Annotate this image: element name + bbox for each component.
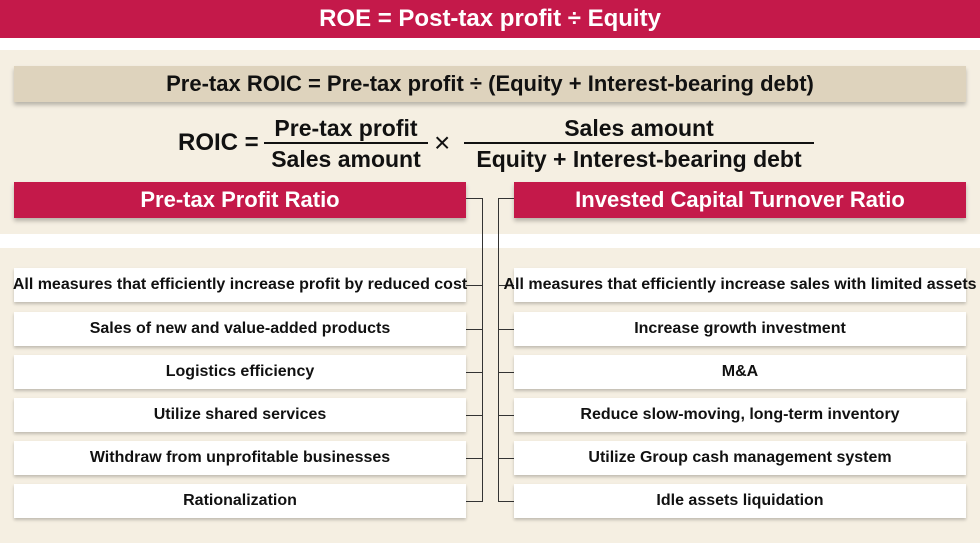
fraction1-bar (264, 142, 428, 144)
right-item-2: Increase growth investment (514, 312, 966, 346)
right-connector-tick (498, 285, 514, 286)
left-item-2: Sales of new and value-added products (14, 312, 466, 346)
multiply-operator: × (434, 127, 451, 158)
right-connector-tick (498, 415, 514, 416)
left-item-1: All measures that efficiently increase p… (13, 268, 467, 302)
left-column-header: Pre-tax Profit Ratio (14, 182, 466, 218)
roic-formula-label: ROIC = (178, 129, 259, 156)
left-item-4: Utilize shared services (14, 398, 466, 432)
left-connector-tick (466, 329, 483, 330)
right-connector-top (498, 198, 514, 199)
left-connector-tick (466, 458, 483, 459)
roic-definition-band: Pre-tax ROIC = Pre-tax profit ÷ (Equity … (14, 66, 966, 102)
fraction2-numerator: Sales amount (564, 115, 714, 141)
right-connector-vertical (498, 198, 499, 501)
right-item-4: Reduce slow-moving, long-term inventory (514, 398, 966, 432)
divider-strip (0, 38, 980, 50)
left-connector-vertical (482, 198, 483, 501)
right-item-5: Utilize Group cash management system (514, 441, 966, 475)
divider-band (0, 234, 980, 248)
left-connector-tick (466, 285, 483, 286)
fraction1-denominator: Sales amount (271, 146, 421, 172)
fraction2-denominator: Equity + Interest-bearing debt (476, 146, 802, 172)
left-connector-top (466, 198, 483, 199)
right-item-1: All measures that efficiently increase s… (503, 268, 977, 302)
left-item-3: Logistics efficiency (14, 355, 466, 389)
left-item-6: Rationalization (14, 484, 466, 518)
right-connector-tick (498, 501, 514, 502)
roe-banner: ROE = Post-tax profit ÷ Equity (0, 0, 980, 38)
right-connector-tick (498, 372, 514, 373)
left-connector-tick (466, 415, 483, 416)
fraction2-bar (464, 142, 814, 144)
left-item-5: Withdraw from unprofitable businesses (14, 441, 466, 475)
right-column-header: Invested Capital Turnover Ratio (514, 182, 966, 218)
right-item-3: M&A (514, 355, 966, 389)
left-connector-tick (466, 501, 483, 502)
left-connector-tick (466, 372, 483, 373)
fraction-profit-ratio: Pre-tax profit Sales amount (264, 114, 428, 174)
right-connector-tick (498, 329, 514, 330)
right-connector-tick (498, 458, 514, 459)
right-item-6: Idle assets liquidation (514, 484, 966, 518)
fraction-turnover-ratio: Sales amount Equity + Interest-bearing d… (464, 114, 814, 174)
fraction1-numerator: Pre-tax profit (274, 115, 418, 141)
